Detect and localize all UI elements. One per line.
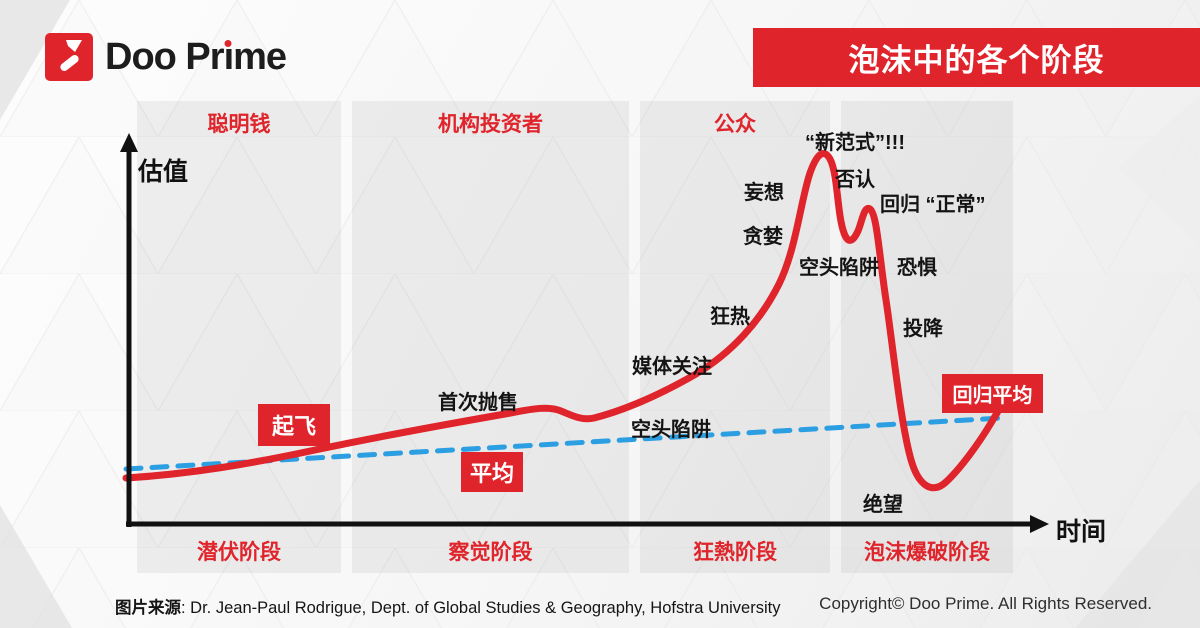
x-axis-arrow-icon	[1030, 515, 1049, 533]
corner-accent-bottom-right	[1075, 480, 1200, 628]
logo-text-before-i: Doo Pr	[105, 36, 225, 78]
band-stealth-phase	[137, 101, 341, 573]
phase-label-awareness: 察觉阶段	[448, 541, 533, 564]
badge-mean: 平均	[461, 452, 523, 492]
phase-label-blowoff: 泡沫爆破阶段	[864, 541, 990, 564]
corner-accent-right	[1118, 95, 1200, 245]
logo-square	[45, 33, 93, 81]
annotation-first-sell-off: 首次抛售	[438, 392, 518, 414]
source-credit-text: : Dr. Jean-Paul Rodrigue, Dept. of Globa…	[181, 599, 781, 617]
annotation-delusion: 妄想	[744, 182, 784, 204]
annotation-media-attention: 媒体关注	[632, 356, 712, 378]
group-label-public: 公众	[714, 113, 756, 136]
annotation-new-paradigm: “新范式”!!!	[805, 132, 905, 154]
annotation-capitulation: 投降	[903, 318, 943, 340]
bubble-curve	[122, 150, 1003, 492]
logo-text-after-i: me	[233, 36, 287, 78]
title-banner: 泡沫中的各个阶段	[753, 28, 1200, 87]
doo-prime-logo: Doo Pr ı me	[45, 33, 287, 81]
phase-label-stealth: 潜伏阶段	[197, 541, 281, 564]
y-axis-arrow-icon	[120, 133, 138, 152]
logo-i-red-dot-icon	[224, 40, 232, 47]
y-axis-label: 估值	[138, 158, 189, 186]
annotation-greed: 贪婪	[743, 226, 783, 248]
logo-arrow-mark	[66, 40, 82, 52]
x-axis-label: 时间	[1056, 518, 1107, 546]
annotation-enthusiasm: 狂热	[710, 306, 750, 328]
annotation-bull-trap: 空头陷阱	[799, 257, 879, 279]
badge-take-off: 起飞	[258, 404, 330, 446]
annotation-bear-trap: 空头陷阱	[631, 419, 711, 441]
corner-accent-top-left	[0, 0, 70, 120]
band-awareness-phase	[352, 101, 629, 573]
source-credit: 图片来源: Dr. Jean-Paul Rodrigue, Dept. of G…	[115, 594, 780, 618]
source-credit-label: 图片来源	[115, 599, 181, 617]
copyright-text: Copyright© Doo Prime. All Rights Reserve…	[819, 594, 1152, 613]
annotation-return-to-normal: 回归 “正常”	[880, 194, 986, 216]
group-label-institutional: 机构投资者	[438, 113, 543, 136]
annotation-denial: 否认	[835, 169, 875, 191]
logo-wordmark: Doo Pr ı me	[105, 33, 287, 81]
annotation-despair: 绝望	[863, 494, 903, 516]
doo-prime-logo-icon	[45, 33, 93, 81]
page-title: 泡沫中的各个阶段	[848, 43, 1105, 78]
badge-return-to-mean: 回归平均	[942, 374, 1043, 413]
band-mania-phase	[640, 101, 830, 573]
annotation-fear: 恐惧	[897, 257, 937, 279]
band-blowoff-phase	[841, 101, 1013, 573]
phase-label-mania: 狂熱阶段	[693, 541, 777, 564]
logo-slash-mark	[60, 54, 79, 72]
group-label-smart-money: 聪明钱	[207, 113, 271, 136]
logo-letter-i: ı	[223, 36, 235, 78]
corner-accent-bottom-left	[0, 505, 72, 628]
